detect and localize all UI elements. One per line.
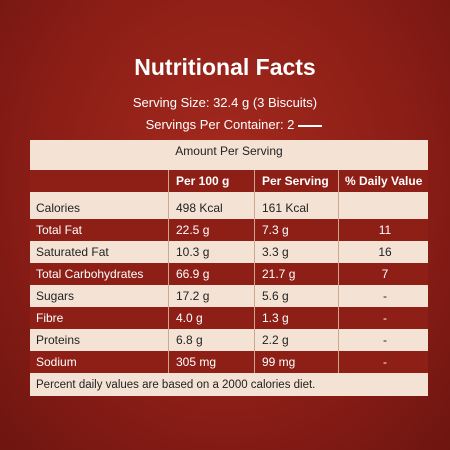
table-caption: Amount Per Serving (175, 144, 283, 158)
nutrient-name: Saturated Fat (36, 245, 109, 259)
daily-value: - (383, 311, 387, 325)
nutrient-amount: 7.3 g (262, 223, 289, 237)
nutrient-name: Fibre (36, 311, 64, 325)
nutrient-amount: 99 mg (262, 355, 296, 369)
serving-size: Serving Size: 32.4 g (3 Biscuits) (132, 95, 318, 110)
nutrient-amount: 17.2 g (176, 289, 210, 303)
decoration-line (298, 125, 322, 127)
daily-value: 11 (378, 223, 392, 237)
nutrient-amount: 66.9 g (176, 267, 210, 281)
servings-per-container: Servings Per Container: 2 (145, 117, 295, 132)
nutrient-amount: 2.2 g (262, 333, 289, 347)
column-separator (338, 170, 339, 373)
nutrient-amount: 161 Kcal (262, 201, 309, 215)
column-header: Per 100 g (176, 174, 230, 188)
title: Nutritional Facts (134, 54, 316, 80)
table-row: Sodium 305 mg 99 mg - (30, 351, 428, 373)
nutrient-amount: 4.0 g (176, 311, 203, 325)
footnote: Percent daily values are based on a 2000… (36, 379, 316, 391)
nutrient-amount: 6.8 g (176, 333, 203, 347)
nutrient-amount: 22.5 g (176, 223, 210, 237)
daily-value: - (383, 355, 387, 369)
header-row: Per 100 g Per Serving % Daily Value (30, 170, 428, 192)
daily-value: - (383, 289, 387, 303)
nutrient-name: Sodium (36, 355, 77, 369)
nutrient-name: Calories (36, 201, 81, 215)
column-header: Per Serving (262, 174, 329, 188)
nutrient-amount: 1.3 g (262, 311, 289, 325)
column-header: % Daily Value (345, 174, 423, 188)
table-row: Sugars 17.2 g 5.6 g - (30, 285, 428, 307)
table-row: Total Carbohydrates 66.9 g 21.7 g 7 (30, 263, 428, 285)
nutrient-amount: 3.3 g (262, 245, 289, 259)
table-row: Calories 498 Kcal 161 Kcal (30, 197, 428, 219)
nutrient-amount: 498 Kcal (176, 201, 223, 215)
nutrient-amount: 305 mg (176, 355, 217, 369)
table-row: Saturated Fat 10.3 g 3.3 g 16 (30, 241, 428, 263)
nutrient-name: Total Fat (36, 223, 83, 237)
nutrient-amount: 10.3 g (176, 245, 210, 259)
nutrient-name: Sugars (36, 289, 75, 303)
daily-value: 7 (381, 267, 389, 281)
nutrient-name: Total Carbohydrates (36, 267, 144, 281)
column-separator (254, 170, 255, 373)
table-row: Fibre 4.0 g 1.3 g - (30, 307, 428, 329)
column-separator (168, 170, 169, 373)
nutrient-name: Proteins (36, 333, 81, 347)
daily-value: 16 (378, 245, 392, 259)
daily-value: - (383, 333, 387, 347)
table-row: Total Fat 22.5 g 7.3 g 11 (30, 219, 428, 241)
table-row: Proteins 6.8 g 2.2 g - (30, 329, 428, 351)
nutrient-amount: 21.7 g (262, 267, 296, 281)
nutrient-amount: 5.6 g (262, 289, 289, 303)
